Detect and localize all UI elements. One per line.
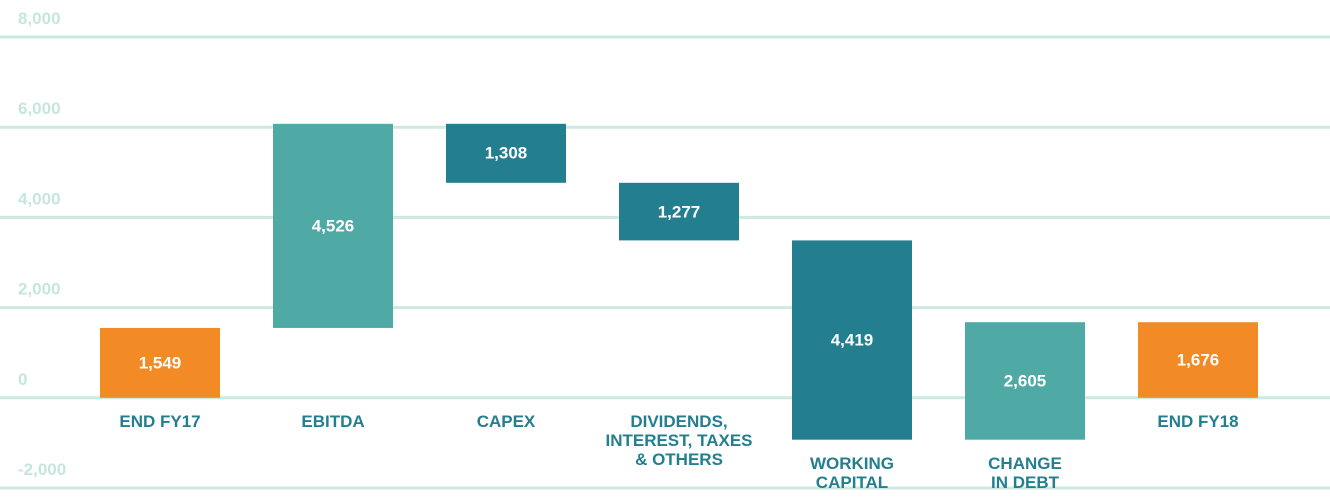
value-label: 1,676 [1176, 350, 1220, 370]
bar [100, 327, 220, 398]
x-tick-label: END FY17 [119, 411, 201, 431]
bar [273, 123, 393, 328]
x-tick-label: CAPEX [476, 411, 536, 431]
bar [792, 240, 912, 440]
bar [1138, 322, 1258, 398]
y-tick-label: 8,000 [18, 9, 61, 28]
value-label: 4,419 [830, 330, 874, 350]
y-tick-label: 0 [18, 370, 27, 389]
y-tick-label: -2,000 [18, 460, 66, 479]
value-label: 1,308 [484, 143, 528, 163]
y-tick-label: 6,000 [18, 99, 61, 118]
bar [446, 123, 566, 183]
y-tick-label: 4,000 [18, 189, 61, 208]
y-tick-label: 2,000 [18, 280, 61, 299]
x-tick-label: WORKING CAPITAL [809, 453, 895, 492]
x-tick-label: DIVIDENDS, INTEREST, TAXES & OTHERS [605, 411, 753, 469]
value-label: 2,605 [1003, 371, 1047, 391]
value-label: 4,526 [311, 216, 355, 236]
bar [619, 182, 739, 241]
x-tick-label: CHANGE IN DEBT [988, 453, 1062, 492]
x-tick-label: EBITDA [301, 411, 365, 431]
x-tick-label: END FY18 [1157, 411, 1239, 431]
value-label: 1,549 [138, 353, 182, 373]
bar [965, 322, 1085, 440]
value-label: 1,277 [657, 202, 701, 222]
